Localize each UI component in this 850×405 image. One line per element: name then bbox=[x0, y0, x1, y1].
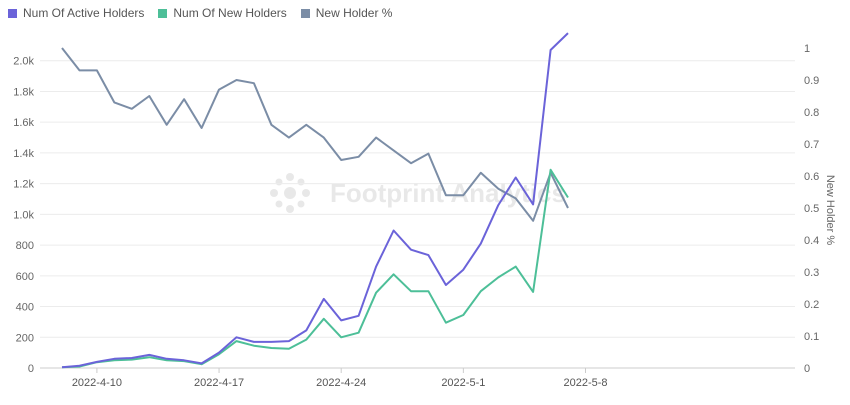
series-line-num-of-new-holders[interactable] bbox=[61, 168, 569, 369]
left-tick-label: 400 bbox=[16, 302, 34, 314]
left-tick-label: 1.0k bbox=[13, 209, 34, 221]
x-tick-label: 2022-5-8 bbox=[563, 377, 607, 389]
legend-swatch-new-holders bbox=[158, 8, 168, 18]
x-tick-label: 2022-4-24 bbox=[316, 377, 366, 389]
grid bbox=[40, 60, 795, 369]
left-tick-label: 1.6k bbox=[13, 117, 34, 129]
left-tick-label: 0 bbox=[28, 363, 34, 375]
x-tick-label: 2022-4-17 bbox=[194, 377, 244, 389]
right-tick-label: 0.3 bbox=[804, 267, 819, 279]
watermark-logo-icon bbox=[270, 173, 310, 213]
right-tick-label: 0.1 bbox=[804, 331, 819, 343]
series-line-num-of-active-holders[interactable] bbox=[61, 32, 569, 369]
left-tick-label: 1.8k bbox=[13, 86, 34, 98]
series-line-new-holder[interactable] bbox=[61, 47, 569, 222]
right-tick-label: 0.4 bbox=[804, 235, 819, 247]
legend-label-new-holders: Num Of New Holders bbox=[173, 6, 287, 20]
left-tick-label: 1.4k bbox=[13, 148, 34, 160]
watermark-text: Footprint Analytics bbox=[330, 178, 566, 208]
legend-label-new-holder-pct: New Holder % bbox=[315, 6, 393, 20]
x-axis: 2022-4-10 2022-4-17 2022-4-24 2022-5-1 2022-… bbox=[40, 367, 795, 389]
left-tick-label: 2.0k bbox=[13, 56, 34, 68]
x-tick-label: 2022-5-1 bbox=[441, 377, 485, 389]
right-tick-label: 0.7 bbox=[804, 139, 819, 151]
right-tick-label: 1 bbox=[804, 43, 810, 55]
left-tick-label: 600 bbox=[16, 271, 34, 283]
legend-swatch-new-holder-pct bbox=[300, 8, 310, 18]
right-tick-label: 0.2 bbox=[804, 299, 819, 311]
left-tick-label: 200 bbox=[16, 332, 34, 344]
x-tick-label: 2022-4-10 bbox=[72, 377, 122, 389]
legend-label-active-holders: Num Of Active Holders bbox=[23, 6, 145, 20]
legend: Num Of Active Holders Num Of New Holders… bbox=[8, 6, 392, 20]
left-tick-label: 800 bbox=[16, 240, 34, 252]
right-tick-label: 0 bbox=[804, 363, 810, 375]
right-axis: 0 0.1 0.2 0.3 0.4 0.5 0.6 0.7 0.8 0.9 1 bbox=[804, 43, 819, 375]
legend-item-new-holders[interactable]: Num Of New Holders bbox=[158, 6, 287, 20]
right-tick-label: 0.5 bbox=[804, 203, 819, 215]
legend-swatch-active-holders bbox=[8, 8, 17, 18]
right-axis-label: New Holder % bbox=[824, 175, 836, 246]
right-tick-label: 0.9 bbox=[804, 75, 819, 87]
legend-item-new-holder-pct[interactable]: New Holder % bbox=[300, 6, 393, 20]
left-tick-label: 1.2k bbox=[13, 179, 34, 191]
legend-item-active-holders[interactable]: Num Of Active Holders bbox=[8, 6, 144, 20]
right-tick-label: 0.8 bbox=[804, 107, 819, 119]
series-lines bbox=[61, 32, 569, 369]
left-axis: 0 200 400 600 800 1.0k 1.2k 1.4k 1.6k 1.8k 2.0k bbox=[13, 56, 34, 375]
right-tick-label: 0.6 bbox=[804, 171, 819, 183]
